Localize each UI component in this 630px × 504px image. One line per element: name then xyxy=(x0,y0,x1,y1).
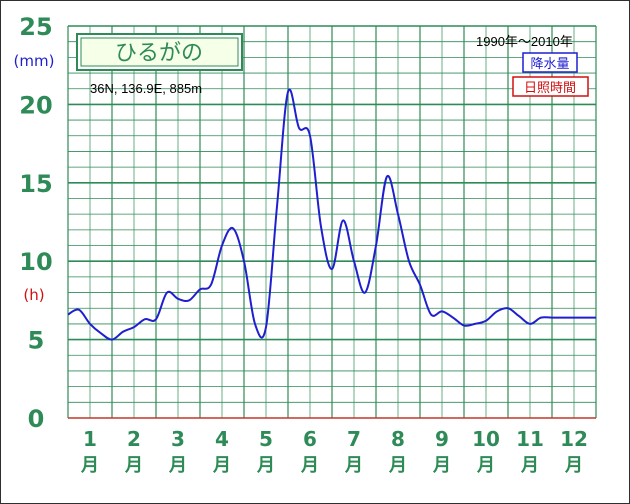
x-tick-number: 2 xyxy=(127,427,141,451)
x-tick-unit: 月 xyxy=(564,455,583,476)
period-label: 1990年〜2010年 xyxy=(476,34,573,49)
x-tick-unit: 月 xyxy=(388,455,407,476)
x-tick-unit: 月 xyxy=(432,455,451,476)
x-tick-unit: 月 xyxy=(124,455,143,476)
x-tick-number: 11 xyxy=(516,427,544,451)
x-tick-unit: 月 xyxy=(168,455,187,476)
y-axis-ticks: 0 5 10 15 20 25 xyxy=(19,13,52,433)
chart-title: ひるがの xyxy=(115,41,203,66)
series-line-precipitation xyxy=(67,88,596,341)
major-gridlines xyxy=(67,25,597,418)
x-tick-number: 3 xyxy=(171,427,185,451)
legend-sunshine-label: 日照時間 xyxy=(524,81,576,96)
x-tick-unit: 月 xyxy=(80,455,99,476)
y-tick-label: 5 xyxy=(28,327,45,355)
legend-sunshine-box xyxy=(512,76,589,97)
title-box-inner xyxy=(80,37,239,67)
y-tick-label: 20 xyxy=(19,91,52,119)
legend-precip-label: 降水量 xyxy=(530,57,569,72)
x-tick-unit: 月 xyxy=(476,455,495,476)
y-tick-label: 15 xyxy=(19,170,52,198)
x-tick-unit: 月 xyxy=(344,455,363,476)
x-tick-unit: 月 xyxy=(212,455,231,476)
x-tick-number: 1 xyxy=(83,427,97,451)
y-unit-hours: (h) xyxy=(23,286,44,304)
x-tick-number: 10 xyxy=(472,427,500,451)
x-tick-number: 5 xyxy=(259,427,273,451)
location-label: 36N, 136.9E, 885m xyxy=(90,81,202,96)
y-unit-mm: (mm) xyxy=(14,52,55,70)
x-tick-number: 4 xyxy=(215,427,229,451)
x-tick-unit: 月 xyxy=(300,455,319,476)
y-tick-label: 0 xyxy=(28,405,45,433)
x-tick-unit: 月 xyxy=(256,455,275,476)
x-tick-unit: 月 xyxy=(520,455,539,476)
x-tick-number: 8 xyxy=(391,427,405,451)
x-tick-number: 6 xyxy=(303,427,317,451)
y-tick-label: 10 xyxy=(19,248,52,276)
legend-precip-box xyxy=(522,52,578,73)
x-tick-number: 7 xyxy=(347,427,361,451)
x-tick-number: 9 xyxy=(435,427,449,451)
x-tick-number: 12 xyxy=(560,427,588,451)
y-tick-label: 25 xyxy=(19,13,52,41)
x-axis-ticks: 1 月 2 月 3 月 4 月 5 月 6 月 7 月 8 月 9 月 10 月 11 月 12 月 xyxy=(80,427,588,476)
